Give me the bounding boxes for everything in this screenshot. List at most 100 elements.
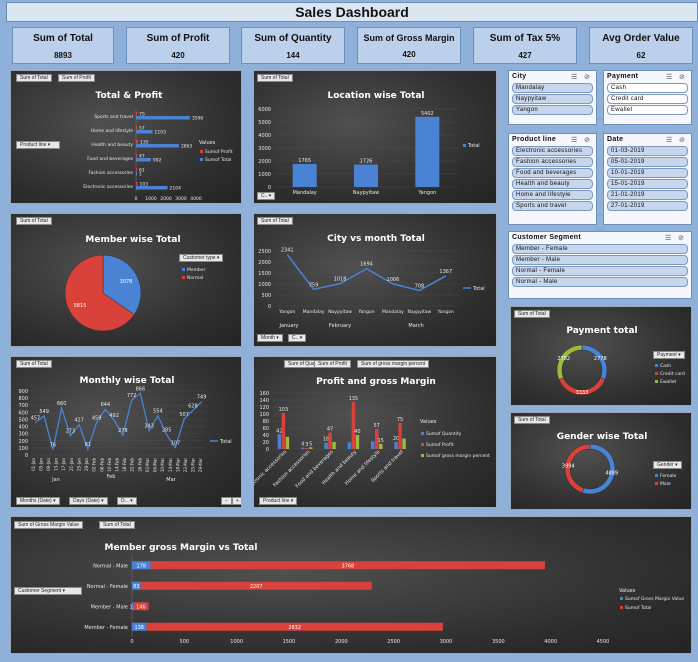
filter-label: C.. [292,335,299,341]
x-tick-label: 01-Jan [31,458,36,471]
multi-select-icon[interactable]: ☰ [666,74,673,81]
legend-title: Values [420,419,437,425]
months-date-filter-button[interactable]: Months (Date) ▾ [16,497,60,505]
clear-filter-icon[interactable]: ⊘ [679,137,685,144]
slicer-item-date[interactable]: 27-01-2019 [607,201,688,211]
sum-of-profit-button[interactable]: Sum of Profit [58,74,95,82]
sum-of-total-button[interactable]: Sum of Total [257,74,293,82]
product-line-filter-button[interactable]: Product line ▾ [16,141,60,149]
x-tick-label: 13-Jan [54,458,59,471]
slicer-item-food[interactable]: Food and beverages [512,168,593,178]
filter-label: Customer type [183,255,216,261]
customer-type-filter-button[interactable]: Customer type ▾ [179,254,224,262]
bar [136,116,190,120]
x-tick-label: 02-Feb [92,458,97,472]
slicer-item-mandalay[interactable]: Mandalay [512,83,593,93]
bar [132,581,141,590]
chart-city-month: Sum of Total Month ▾ C.. ▾ City vs month… [253,213,497,347]
slicer-item-ewallet[interactable]: Ewallet [607,105,688,115]
sum-of-gm-value-button[interactable]: Sum of Gross Margin Value [14,521,84,529]
legend-label: Male [660,481,671,487]
expand-button[interactable]: + [232,497,241,505]
sum-of-total-button[interactable]: Sum of Total [16,360,52,368]
data-label: 1103 [155,130,167,136]
bar [132,602,134,611]
filter-label: Month [261,335,275,341]
slice [564,443,591,494]
slicer-item-normal-male[interactable]: Normal - Male [512,277,688,287]
slicer-item-date[interactable]: 21-01-2019 [607,190,688,200]
data-label: 40 [354,429,360,435]
x-tick-label: 06-Mar [153,458,158,472]
sum-of-total-button[interactable]: Sum of Total [16,217,52,225]
y-tick-label: 40 [263,433,269,439]
bar [146,622,443,631]
slicer-item-normal-female[interactable]: Normal - Female [512,266,688,276]
slicer-item-fashion[interactable]: Fashion accessories [512,157,593,167]
days-date-filter-button[interactable]: Days (Date) ▾ [69,497,108,505]
d-filter-button[interactable]: D... ▾ [117,497,137,505]
legend-swatch [421,454,424,457]
slicer-item-electronic[interactable]: Electronic accessories [512,146,593,156]
sum-of-total-button[interactable]: Sum of Total [514,416,550,424]
multi-select-icon[interactable]: ☰ [571,74,578,81]
y-tick-label: 60 [263,426,269,432]
product-line-filter-button[interactable]: Product line ▾ [259,497,298,505]
data-label: 2778 [594,356,607,362]
bar [402,438,406,449]
collapse-button[interactable]: − [221,497,232,505]
x-tick-label: Mandalay [382,309,404,315]
slicer-item-date[interactable]: 10-01-2019 [607,168,688,178]
clear-filter-icon[interactable]: ⊘ [584,74,590,81]
slicer-item-naypyitaw[interactable]: Naypyitaw [512,94,593,104]
city-filter-button[interactable]: C.. ▾ [288,334,307,342]
slicer-item-sports[interactable]: Sports and travel [512,201,593,211]
slicer-item-credit-card[interactable]: Credit card [607,94,688,104]
data-label: 103 [140,182,149,188]
x-tick-label: 18-Mar [175,458,180,472]
sum-of-profit-button[interactable]: Sum of Profit [314,360,351,368]
multi-select-icon[interactable]: ☰ [666,137,673,144]
kpi-avg-order: Avg Order Value 62 [589,27,693,64]
slicer-item-home[interactable]: Home and lifestyle [512,190,593,200]
gender-filter-button[interactable]: Gender ▾ [653,461,682,469]
clear-filter-icon[interactable]: ⊘ [678,235,684,242]
payment-total-svg: Payment total 2778 3333 2782 Cash Credit card… [556,326,685,396]
multi-select-icon[interactable]: ☰ [665,235,672,242]
slicer-item-date[interactable]: 01-03-2019 [607,146,688,156]
slicer-item-date[interactable]: 05-01-2019 [607,157,688,167]
clear-filter-icon[interactable]: ⊘ [584,137,590,144]
group-label: Mar [166,477,176,483]
kpi-sum-total: Sum of Total 8893 [12,27,114,64]
sum-of-total-button[interactable]: Sum of Total [257,217,293,225]
slicer-item-cash[interactable]: Cash [607,83,688,93]
data-label: 15 [378,438,384,444]
data-label: 628 [188,403,198,409]
clear-filter-icon[interactable]: ⊘ [679,74,685,81]
slicer-item-yangon[interactable]: Yangon [512,105,593,115]
payment-filter-button[interactable]: Payment ▾ [653,351,685,359]
slicer-item-health[interactable]: Health and beauty [512,179,593,189]
city-filter-button[interactable]: C.. ▾ [257,192,276,200]
month-filter-button[interactable]: Month ▾ [257,334,283,342]
data-label: 47 [327,427,333,433]
sum-of-total-button[interactable]: Sum of Total [99,521,135,529]
data-label: 3768 [341,563,354,569]
data-label: 1765 [298,158,311,164]
sum-of-gm-percent-button[interactable]: Sum of gross margin percent [357,360,430,368]
y-tick-label: 140 [259,398,269,404]
slicer-item-date[interactable]: 15-01-2019 [607,179,688,189]
slicer-item-member-female[interactable]: Member - Female [512,244,688,254]
customer-segment-filter-button[interactable]: Customer Segment ▾ [14,587,82,595]
slice [102,254,142,315]
sum-of-total-button[interactable]: Sum of Total [514,310,550,318]
bar [132,561,151,570]
multi-select-icon[interactable]: ☰ [571,137,578,144]
bar [136,140,139,144]
sum-of-total-button[interactable]: Sum of Total [16,74,52,82]
chart-member-total: Sum of Total Customer type ▾ Member wise… [10,213,242,347]
filter-label: Product line [20,142,47,148]
y-tick-label: 300 [18,432,28,438]
slicer-item-member-male[interactable]: Member - Male [512,255,688,265]
